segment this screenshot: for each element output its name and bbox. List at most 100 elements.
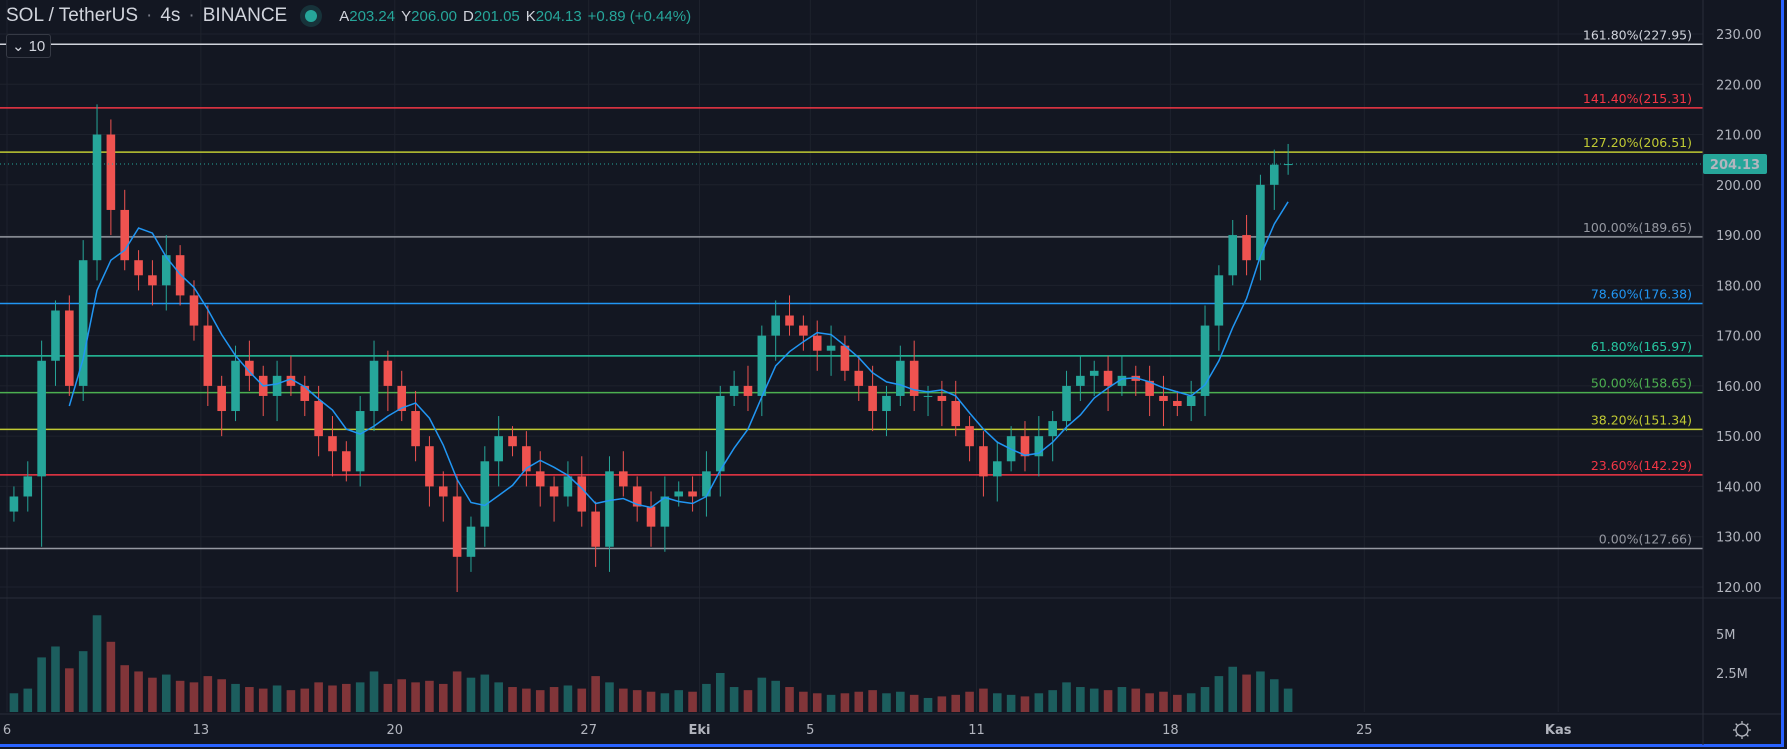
volume-bar — [812, 693, 822, 712]
volume-bar — [757, 677, 767, 712]
volume-bar — [591, 676, 600, 712]
volume-bar — [605, 682, 614, 712]
volume-tick-label: 5M — [1716, 628, 1736, 643]
volume-bar — [937, 696, 947, 712]
fib-level-label: 141.40%(215.31) — [1583, 91, 1692, 106]
volume-bar — [355, 682, 365, 712]
candle-body — [688, 491, 697, 497]
indicators-toggle-button[interactable]: ⌄ 10 — [6, 34, 52, 58]
candle-body — [1269, 164, 1279, 185]
fib-level-label: 38.20%(151.34) — [1591, 412, 1692, 427]
candle-body — [1159, 395, 1168, 401]
candle-body — [1062, 385, 1071, 422]
volume-bar — [1089, 688, 1099, 712]
volume-bar — [203, 676, 213, 712]
volume-bar — [1020, 696, 1030, 712]
volume-bar — [840, 693, 850, 712]
volume-bar — [175, 680, 185, 712]
candle-body — [909, 360, 919, 396]
volume-bar — [909, 694, 919, 712]
volume-bar — [383, 683, 393, 712]
candle-body — [1145, 380, 1154, 396]
candle-body — [619, 471, 628, 487]
candle-body — [411, 411, 420, 447]
volume-bar — [674, 690, 684, 712]
candle-body — [757, 335, 767, 396]
gear-icon-tooth — [1745, 723, 1749, 727]
volume-bar — [1145, 693, 1154, 712]
price-tick-label: 170.00 — [1716, 330, 1762, 345]
time-tick-label: 20 — [387, 723, 404, 738]
volume-bar — [9, 693, 19, 712]
candle-body — [702, 471, 711, 497]
volume-bar — [549, 687, 559, 712]
candle-body — [355, 411, 365, 472]
volume-bar — [217, 679, 226, 712]
candle-body — [1076, 375, 1085, 386]
interval[interactable]: 4s — [160, 5, 181, 26]
fib-level-label: 61.80%(165.97) — [1591, 339, 1692, 354]
price-tick-label: 130.00 — [1716, 531, 1762, 546]
moving-average — [68, 201, 1289, 509]
volume-bar — [106, 641, 116, 712]
volume-bar — [314, 682, 323, 712]
volume-bar — [1173, 694, 1182, 712]
volume-tick-label: 2.5M — [1716, 667, 1748, 682]
current-price-label: 204.13 — [1710, 158, 1760, 173]
volume-bar — [1256, 671, 1265, 712]
volume-bar — [1242, 674, 1251, 712]
candle-body — [923, 395, 933, 397]
price-tick-label: 150.00 — [1716, 430, 1762, 445]
volume-bar — [508, 687, 517, 712]
candle-body — [549, 486, 559, 497]
candle-body — [272, 375, 282, 396]
fib-level-label: 78.60%(176.38) — [1591, 287, 1692, 302]
volume-bar — [466, 677, 476, 712]
candle-body — [65, 310, 74, 386]
volume-bar — [342, 683, 351, 712]
candle-body — [1228, 235, 1238, 276]
time-tick-label: Eki — [689, 723, 711, 738]
candle-body — [508, 436, 517, 447]
volume-bar — [411, 682, 420, 712]
open-value: 203.24 — [349, 7, 396, 25]
volume-bar — [619, 688, 628, 712]
volume-bar — [660, 693, 670, 712]
gear-icon[interactable] — [1733, 721, 1751, 739]
candle-body — [992, 461, 1002, 477]
candle-body — [826, 345, 836, 351]
candle-body — [51, 310, 60, 361]
low-value: 201.05 — [473, 7, 520, 25]
volume-bar — [148, 677, 157, 712]
volume-bar — [702, 683, 711, 712]
ohlc-values: A203.24 Y206.00 D201.05 K204.13 +0.89 (+… — [339, 8, 691, 25]
gear-icon-ring — [1735, 723, 1749, 737]
candle-body — [632, 486, 642, 507]
volume-bar — [438, 683, 448, 712]
time-tick-label: 25 — [1356, 723, 1373, 738]
candle-body — [799, 325, 808, 336]
time-tick-label: 11 — [968, 723, 985, 738]
volume-bar — [78, 651, 88, 712]
volume-bar — [1228, 666, 1238, 712]
volume-bar — [1076, 687, 1085, 712]
chevron-down-icon: ⌄ — [12, 38, 25, 55]
gear-icon-tooth — [1735, 733, 1739, 737]
candle-body — [840, 345, 850, 371]
volume-bar — [577, 688, 587, 712]
candle-body — [771, 315, 780, 336]
candle-body — [1242, 235, 1251, 261]
volume-bar — [1034, 693, 1044, 712]
candle-body — [1214, 275, 1224, 326]
volume-bar — [134, 671, 143, 712]
time-tick-label: 6 — [3, 723, 11, 738]
volume-bar — [882, 693, 891, 712]
symbol-name[interactable]: SOL / TetherUS — [6, 5, 139, 26]
candle-body — [605, 471, 614, 547]
candle-body — [148, 275, 157, 286]
candle-body — [120, 209, 130, 261]
candle-body — [577, 476, 587, 512]
candle-body — [965, 426, 974, 447]
candle-body — [438, 486, 448, 497]
